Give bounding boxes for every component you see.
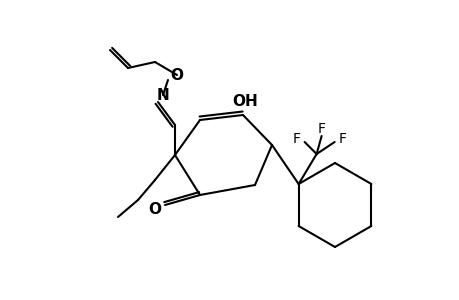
- Text: O: O: [148, 202, 161, 217]
- Text: F: F: [317, 122, 325, 136]
- Text: N: N: [156, 88, 169, 103]
- Text: F: F: [338, 132, 346, 146]
- Text: F: F: [292, 132, 300, 146]
- Text: OH: OH: [232, 94, 257, 109]
- Text: O: O: [170, 68, 183, 82]
